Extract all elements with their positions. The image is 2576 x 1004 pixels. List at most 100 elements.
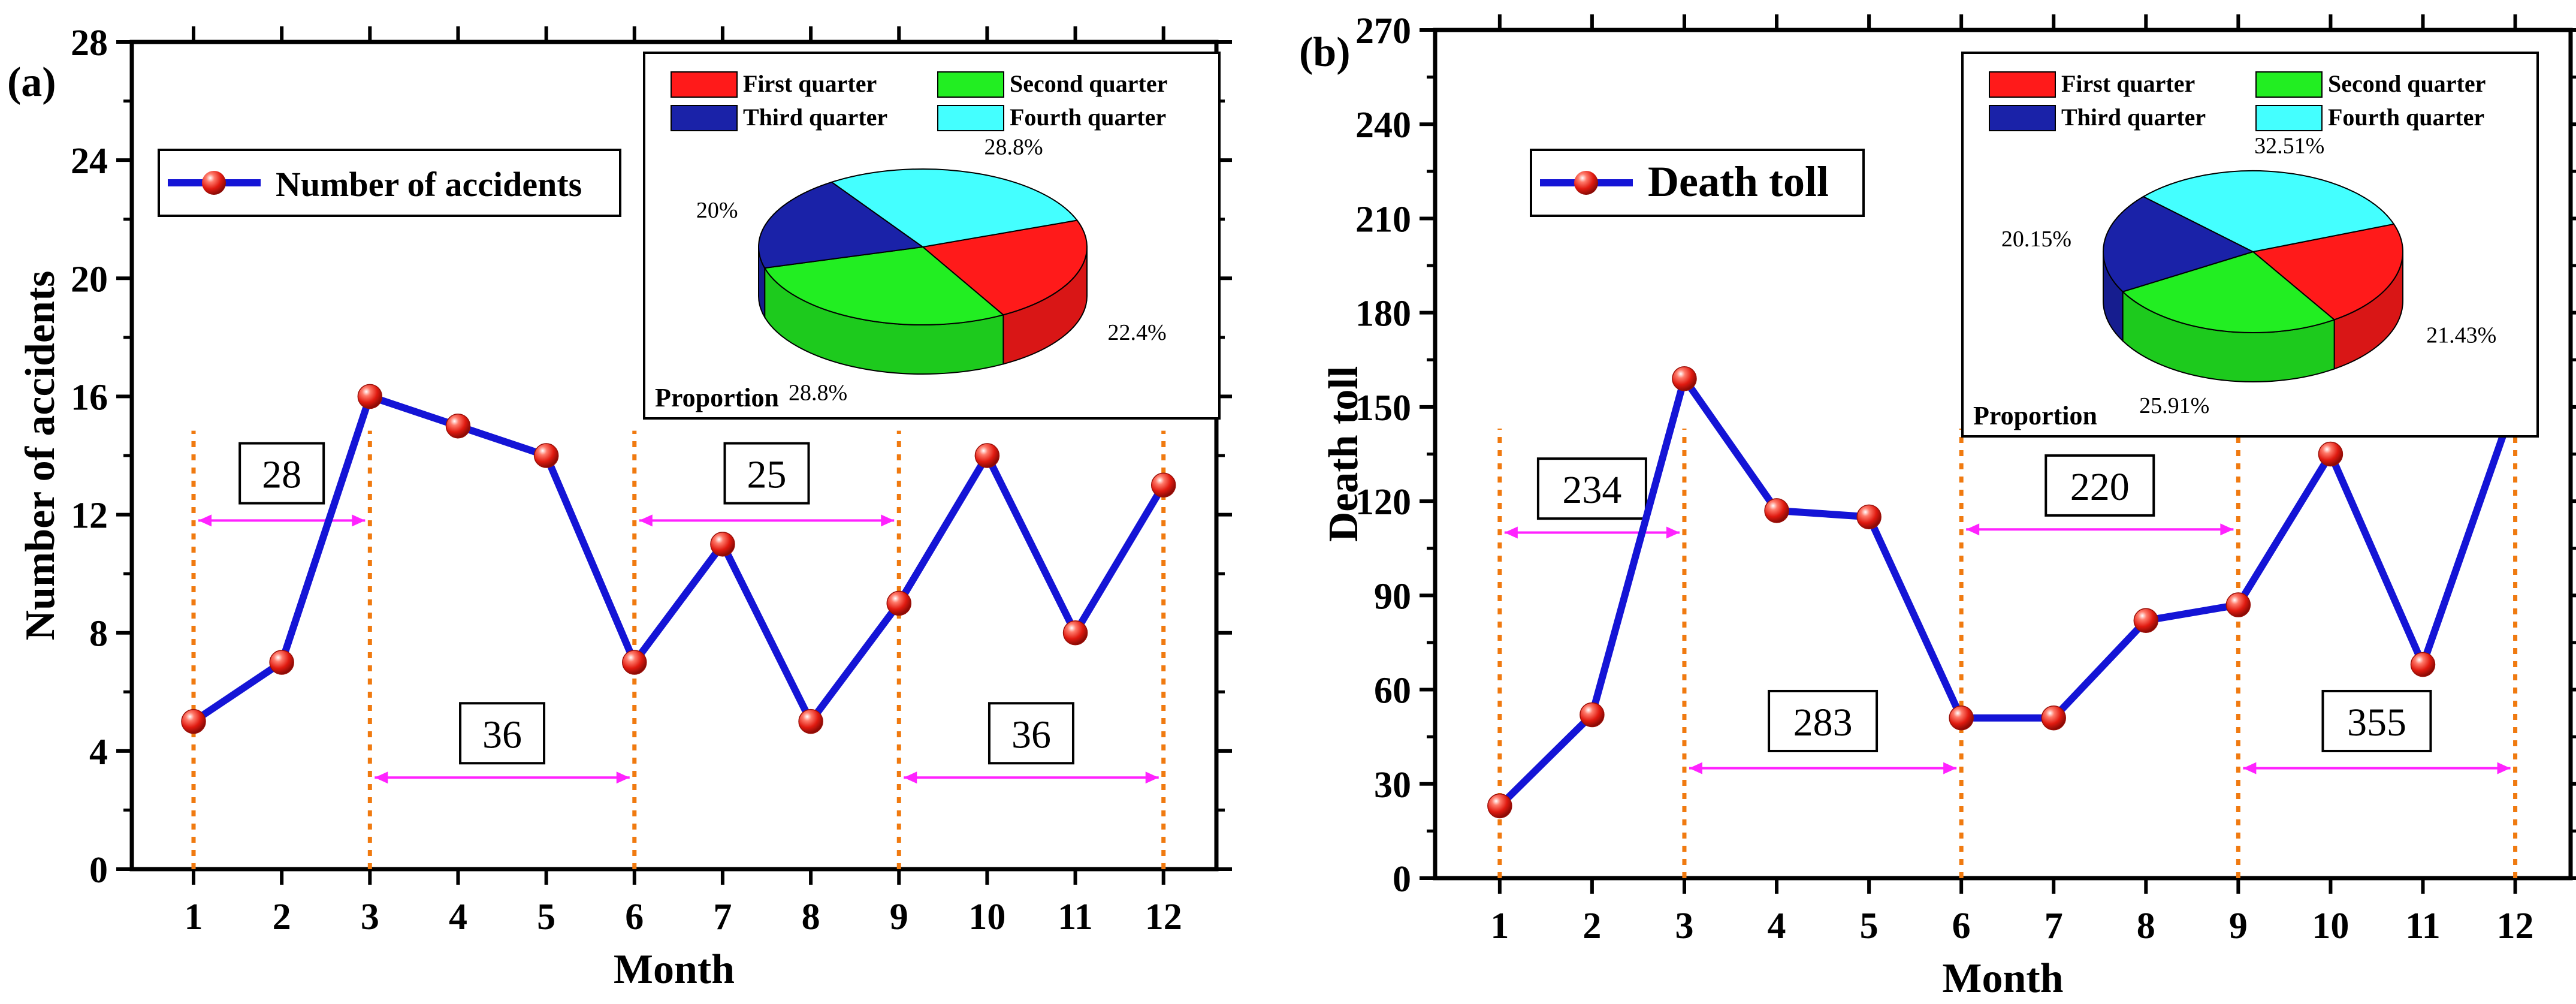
data-point <box>1062 620 1088 646</box>
quarter-bracket-arrow-right <box>1145 771 1159 784</box>
pie-legend-label: Second quarter <box>2328 70 2486 97</box>
pie-slice <box>921 219 1088 316</box>
data-point <box>886 590 911 616</box>
panel-label: (a) <box>7 59 56 105</box>
y-tick-label: 4 <box>89 732 108 773</box>
pie-legend-swatch <box>937 71 1004 98</box>
x-tick-label: 2 <box>1583 906 1601 946</box>
quarter-bracket-arrow-left <box>904 771 917 784</box>
x-tick-label: 12 <box>1145 897 1182 937</box>
quarter-total-label: 36 <box>1011 713 1051 756</box>
x-tick-label: 4 <box>1768 906 1786 946</box>
y-tick-label: 30 <box>1374 765 1411 806</box>
data-point <box>1672 366 1697 391</box>
pie-slice <box>830 168 1079 248</box>
quarter-total-label: 25 <box>747 453 787 497</box>
quarter-total-label: 28 <box>262 453 301 497</box>
x-tick-label: 5 <box>1860 906 1879 946</box>
pie-slice-label: 20% <box>696 198 738 223</box>
x-tick-label: 3 <box>361 897 379 937</box>
quarter-bracket-arrow-left <box>1504 526 1518 539</box>
x-tick-label: 6 <box>625 897 644 937</box>
panel-label: (b) <box>1299 29 1351 76</box>
series-line <box>1497 375 2519 809</box>
pie-legend-swatch <box>2255 105 2323 131</box>
x-tick-label: 6 <box>1952 906 1971 946</box>
pie-legend-swatch <box>671 105 738 131</box>
data-point <box>2133 608 2159 634</box>
data-point <box>1580 702 1605 728</box>
x-tick-label: 9 <box>890 897 908 937</box>
quarter-total-box <box>1536 457 1647 520</box>
quarter-bracket-arrow-right <box>1943 762 1957 774</box>
y-tick-label: 8 <box>89 614 108 655</box>
legend-label: Number of accidents <box>276 165 582 204</box>
y-tick-label: 0 <box>1393 859 1411 900</box>
x-axis-title: Month <box>1942 955 2063 1002</box>
quarter-bracket-arrow-left <box>639 514 653 527</box>
data-point <box>533 443 559 468</box>
y-tick-label: 20 <box>71 259 108 300</box>
data-point <box>1856 504 1882 530</box>
pie-legend-swatch <box>2255 71 2323 98</box>
x-tick-label: 3 <box>1675 906 1693 946</box>
y-tick-label: 16 <box>71 377 108 418</box>
pie-slice <box>2121 251 2336 334</box>
pie-slice <box>758 181 925 269</box>
y-tick-label: 120 <box>1355 482 1411 523</box>
pie-legend-label: Second quarter <box>1010 70 1167 97</box>
legend-label: Death toll <box>1648 158 1829 206</box>
quarter-bracket-arrow-left <box>2243 762 2257 774</box>
data-point <box>622 650 647 675</box>
pie-legend-swatch <box>1989 71 2056 98</box>
y-axis-title: Number of accidents <box>17 271 64 641</box>
x-tick-label: 1 <box>1490 906 1509 946</box>
x-tick-label: 11 <box>2405 906 2441 946</box>
y-tick-label: 0 <box>89 850 108 891</box>
quarter-bracket-arrow-left <box>1689 762 1702 774</box>
y-tick-label: 28 <box>71 23 108 64</box>
legend-marker-swatch <box>202 171 226 195</box>
pie-legend-label: Fourth quarter <box>1010 104 1166 131</box>
pie-title: Proportion <box>1973 401 2097 430</box>
x-tick-label: 7 <box>2045 906 2063 946</box>
quarter-total-box <box>2045 454 2155 517</box>
y-tick-label: 180 <box>1355 294 1411 334</box>
x-tick-label: 9 <box>2229 906 2248 946</box>
data-point <box>2041 705 2066 731</box>
data-point <box>1949 705 1974 731</box>
quarter-total-label: 220 <box>2070 465 2130 509</box>
x-axis-title: Month <box>614 946 735 993</box>
legend-marker-swatch <box>1574 171 1598 195</box>
x-tick-label: 4 <box>449 897 467 937</box>
pie-legend-label: First quarter <box>743 70 877 97</box>
y-tick-label: 270 <box>1355 11 1411 52</box>
pie-legend-label: Third quarter <box>743 104 887 131</box>
pie-slice-label: 20.15% <box>2001 227 2071 252</box>
y-tick-label: 12 <box>71 496 108 536</box>
quarter-bracket-arrow-left <box>198 514 212 527</box>
pie-slice-label: 22.4% <box>1108 320 1167 345</box>
data-point <box>1764 498 1789 523</box>
y-axis-title: Death toll <box>1321 366 1367 542</box>
data-point <box>2410 652 2436 677</box>
quarter-bracket-arrow-right <box>1666 526 1680 539</box>
x-tick-label: 11 <box>1058 897 1093 937</box>
data-point <box>1487 793 1512 819</box>
y-tick-label: 150 <box>1355 388 1411 429</box>
pie-legend-label: First quarter <box>2061 70 2195 97</box>
pie-slice-label: 32.51% <box>2254 134 2324 159</box>
quarter-bracket-arrow-right <box>616 771 630 784</box>
data-point <box>974 443 1000 468</box>
pie-slice <box>2251 223 2403 321</box>
quarter-bracket-arrow-left <box>375 771 388 784</box>
pie-slice-label: 28.8% <box>789 381 847 406</box>
quarter-bracket-arrow-left <box>1966 523 1980 536</box>
data-point <box>1150 472 1176 498</box>
quarter-total-box <box>238 442 325 505</box>
pie-slice <box>2142 170 2395 253</box>
quarter-bracket-arrow-right <box>352 514 366 527</box>
data-point <box>181 708 206 734</box>
y-tick-label: 90 <box>1374 576 1411 617</box>
